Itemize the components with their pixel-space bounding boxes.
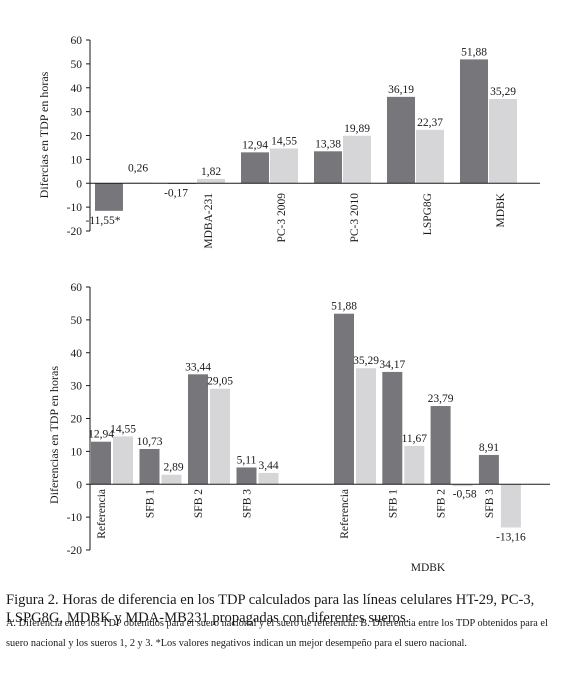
data-label: 22,37: [417, 117, 443, 129]
y-tick-label: 60: [71, 282, 83, 294]
bar: [210, 388, 230, 485]
y-tick-label: -10: [67, 202, 83, 214]
x-tick-label: SFB 3: [242, 489, 254, 518]
figure: -20 -10 0 10 20 30 40 50 60 -11,55* -0,17 12,94 13,3…: [37, 35, 550, 574]
bar: [382, 371, 403, 485]
x-tick-label: LSPG8G: [422, 193, 434, 235]
data-label: 0,26: [128, 163, 148, 175]
bar: [416, 129, 444, 184]
bar: [343, 135, 371, 184]
y-tick-label: -20: [67, 545, 83, 557]
data-label: 10,73: [137, 436, 163, 448]
bar: [95, 183, 123, 211]
bar: [478, 454, 499, 485]
data-label: 14,55: [110, 423, 136, 435]
y-tick-label: 10: [71, 154, 83, 166]
x-tick-label: MDBA-231: [203, 193, 215, 249]
y-tick-label: 0: [76, 479, 82, 491]
data-label: 34,17: [379, 359, 405, 371]
bar: [356, 368, 376, 485]
y-tick-label: 40: [71, 348, 83, 360]
y-tick-label: 20: [71, 131, 83, 143]
bar: [500, 484, 521, 528]
bar: [258, 472, 279, 485]
y-tick-label: -20: [67, 226, 83, 238]
data-label: 19,89: [344, 123, 370, 135]
y-axis-title: Difercias en TDP en horas: [37, 71, 51, 198]
bar: [236, 467, 257, 485]
bar: [334, 313, 354, 485]
data-label: 13,38: [315, 138, 341, 150]
data-label: -0,58: [453, 488, 477, 500]
x-tick-label: PC-3 2010: [349, 193, 361, 243]
y-tick-label: 50: [71, 315, 83, 327]
bar: [430, 406, 451, 485]
y-tick-label: 60: [71, 35, 83, 47]
figure-caption: Figura 2. Horas de diferencia en los TDP…: [6, 592, 535, 626]
data-label: 36,19: [388, 84, 414, 96]
y-tick-label: 0: [76, 178, 82, 190]
y-tick-label: 30: [71, 107, 83, 119]
y-tick-label: 40: [71, 83, 83, 95]
y-tick-label: 30: [71, 381, 83, 393]
data-label: -0,17: [164, 187, 188, 199]
bar: [241, 152, 269, 184]
x-axis-title: MDBK: [411, 562, 446, 574]
chart-a: -20 -10 0 10 20 30 40 50 60 -11,55* -0,17 12,94 13,3…: [37, 35, 540, 249]
x-tick-label: MDBK: [495, 192, 507, 227]
y-tick-label: 10: [71, 446, 83, 458]
data-label: 12,94: [88, 429, 114, 441]
data-label: 51,88: [331, 301, 357, 313]
data-label: 23,79: [428, 393, 454, 405]
bar: [314, 151, 342, 184]
data-label: 5,11: [237, 454, 257, 466]
bar: [139, 448, 160, 485]
x-tick-label: SFB 1: [387, 489, 399, 518]
x-tick-label: Referencia: [96, 489, 108, 539]
data-label: 35,29: [490, 86, 516, 98]
bar: [91, 441, 111, 485]
x-tick-label: Referencia: [339, 489, 351, 539]
data-label: 14,55: [271, 136, 297, 148]
bar: [270, 148, 298, 184]
bar: [161, 474, 182, 485]
data-label: 11,67: [402, 433, 428, 445]
x-tick-label: SFB 2: [436, 489, 448, 518]
bar: [113, 436, 133, 485]
bar: [460, 59, 488, 184]
bar: [387, 96, 415, 184]
bar: [489, 98, 517, 184]
x-tick-label: SFB 2: [193, 489, 205, 518]
bar: [404, 445, 425, 485]
data-label: 33,44: [185, 361, 211, 373]
y-axis-title: Diferencias en TDP en horas: [47, 366, 61, 504]
y-tick-label: 50: [71, 59, 83, 71]
data-label: 29,05: [207, 376, 233, 388]
data-label: 51,88: [461, 46, 487, 58]
figure-caption-note: A. Diferencia entre los TDP obtenidos pa…: [6, 618, 548, 649]
data-label: -11,55*: [85, 215, 120, 227]
y-tick-label: -10: [67, 512, 83, 524]
data-label: 2,89: [163, 462, 183, 474]
data-label: 12,94: [242, 139, 268, 151]
chart-b: -20 -10 0 10 20 30 40 50 60 12,94 10,73 33,44 5,11 51…: [47, 282, 550, 574]
bar: [188, 374, 208, 485]
data-label: 1,82: [201, 166, 221, 178]
data-label: 3,44: [258, 460, 278, 472]
data-label: -13,16: [496, 532, 526, 544]
bar: [197, 178, 225, 184]
data-label: 8,91: [479, 442, 499, 454]
y-tick-label: 20: [71, 414, 83, 426]
bar: [452, 484, 473, 487]
x-tick-label: SFB 3: [484, 489, 496, 518]
x-tick-label: PC-3 2009: [276, 193, 288, 243]
data-label: 35,29: [353, 355, 379, 367]
x-tick-label: SFB 1: [145, 489, 157, 518]
